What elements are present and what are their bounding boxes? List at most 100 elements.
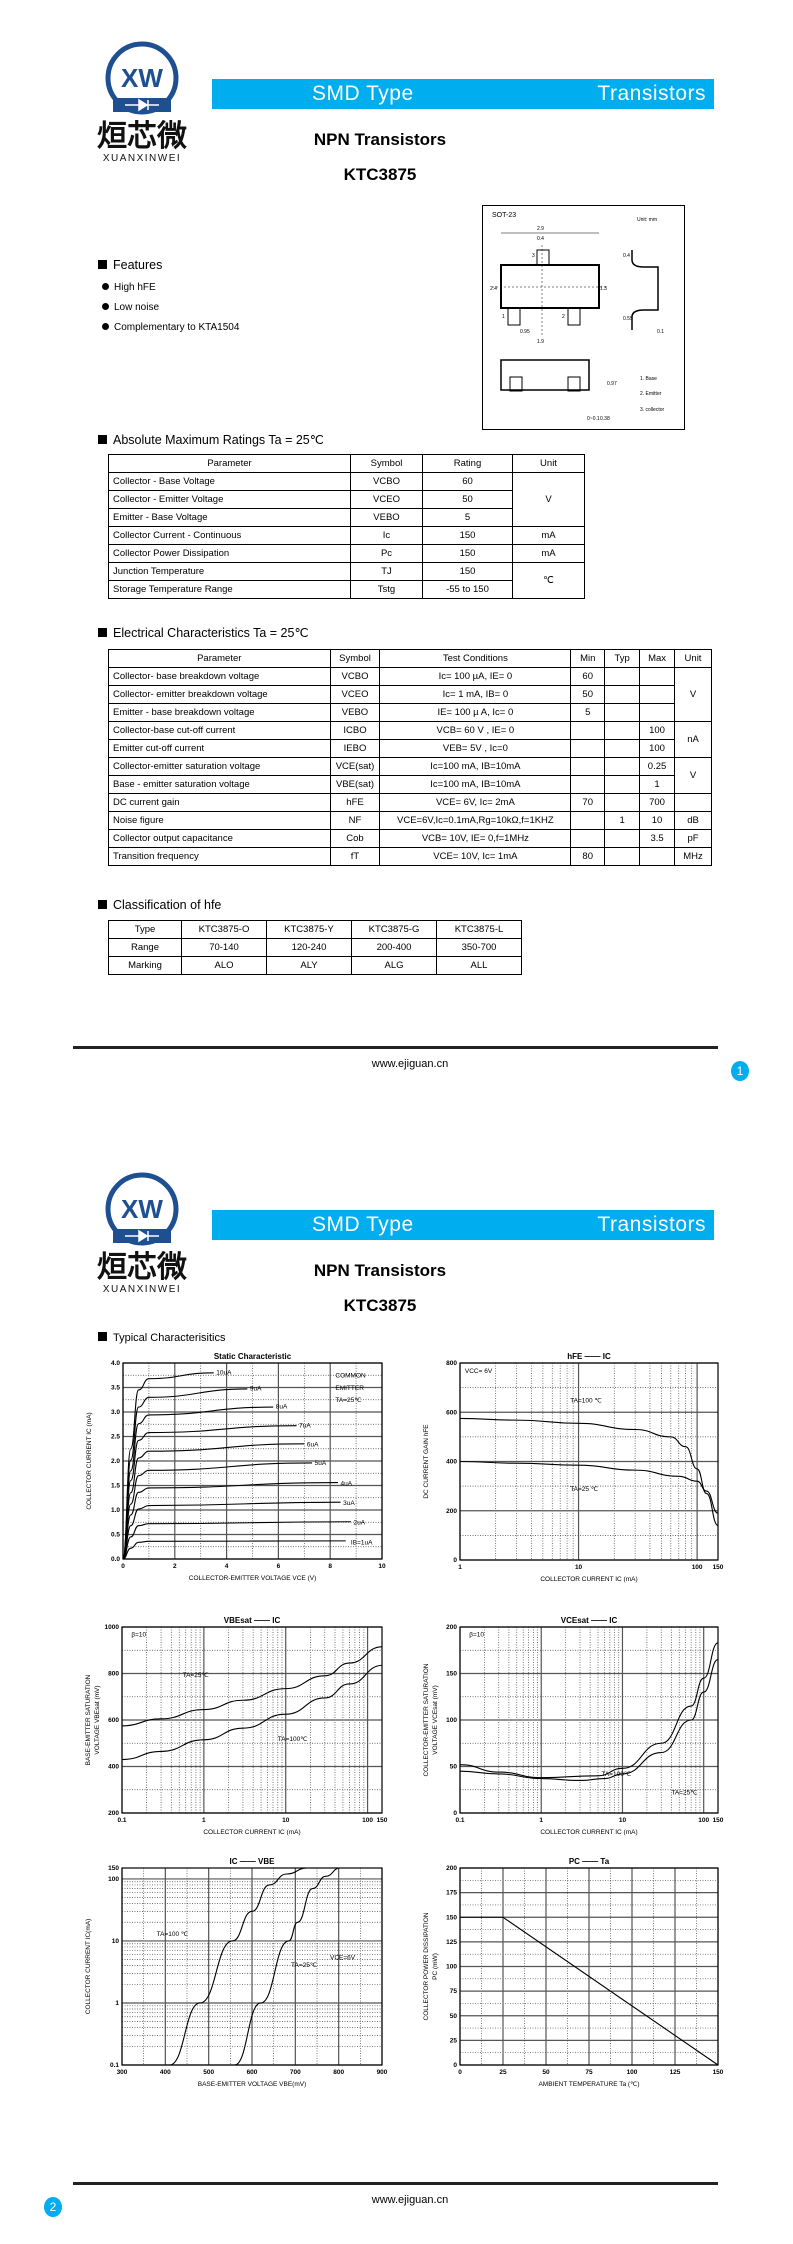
feature-item: High hFE xyxy=(102,282,156,293)
y-tick-label: 125 xyxy=(446,1939,457,1946)
x-tick-label: 10 xyxy=(282,1817,290,1824)
y-tick-label: 3.0 xyxy=(111,1409,120,1416)
series-line xyxy=(122,1540,346,1560)
series-label: 4uA xyxy=(341,1481,353,1488)
chart-annotation: VCC= 6V xyxy=(465,1368,493,1375)
x-tick-label: 10 xyxy=(575,1564,583,1571)
x-tick-label: 1 xyxy=(539,1817,543,1824)
header-right: Transistors xyxy=(597,82,706,105)
series-label: TA=100℃ xyxy=(278,1736,308,1743)
chart-5: 300 400 500 600 700 800 900 0.1 1 10 100 150 IC —— V… xyxy=(85,1857,388,2088)
header-right: Transistors xyxy=(597,1213,706,1236)
y-tick-label: 150 xyxy=(446,1671,457,1678)
unit-cell: V xyxy=(674,757,712,794)
square-bullet-icon xyxy=(98,900,107,909)
table-row: Emitter - Base Voltage VEBO 5 xyxy=(108,508,585,527)
chart-title: VBEsat —— IC xyxy=(224,1616,281,1625)
plot-frame xyxy=(122,1362,383,1560)
logo-latin: XUANXINWEI xyxy=(103,153,181,164)
page-number-badge: 1 xyxy=(731,1061,749,1081)
series-label: 8uA xyxy=(276,1404,288,1411)
bullet-icon xyxy=(102,323,109,330)
y-tick-label: 0.0 xyxy=(111,1556,120,1563)
svg-text:Unit: mm: Unit: mm xyxy=(637,217,657,223)
series-line xyxy=(122,1501,341,1560)
footer-divider xyxy=(73,1046,718,1049)
svg-text:0.1: 0.1 xyxy=(657,329,664,335)
x-tick-label: 700 xyxy=(290,2069,301,2076)
square-bullet-icon xyxy=(98,1332,107,1341)
series-label: 6uA xyxy=(307,1441,319,1448)
series-label: 3uA xyxy=(343,1500,355,1507)
series-line xyxy=(122,1462,313,1560)
logo-chinese: 烜芯微 xyxy=(97,120,187,153)
footer-url[interactable]: www.ejiguan.cn xyxy=(371,2194,449,2206)
y-tick-label: 600 xyxy=(446,1409,457,1416)
svg-text:0.4: 0.4 xyxy=(537,236,544,242)
square-bullet-icon xyxy=(98,435,107,444)
feature-item: Low noise xyxy=(102,302,159,313)
x-axis-label: COLLECTOR CURRENT IC (mA) xyxy=(203,1829,300,1836)
series-label: TA=100℃ xyxy=(601,1771,631,1778)
package-drawing: SOT-23 Unit: mm 2.9 0.4 2.4 1.3 0.95 1.9… xyxy=(482,205,685,430)
x-tick-label: 0 xyxy=(121,1563,125,1570)
table-row: Marking ALO ALY ALG ALL xyxy=(108,956,522,975)
y-tick-label: 1.0 xyxy=(111,1507,120,1514)
y-tick-label: 400 xyxy=(108,1764,119,1771)
page-number-badge: 2 xyxy=(44,2197,62,2217)
y-tick-label: 100 xyxy=(108,1876,119,1883)
logo-letters: XW xyxy=(121,1194,163,1224)
part-number: KTC3875 xyxy=(343,165,417,184)
series-line xyxy=(122,1521,351,1560)
chart-title: PC —— Ta xyxy=(569,1857,610,1866)
footer-url[interactable]: www.ejiguan.cn xyxy=(371,1058,449,1070)
series-line xyxy=(459,1659,719,1782)
y-tick-label: 100 xyxy=(446,1964,457,1971)
y-tick-label: 150 xyxy=(108,1865,119,1872)
chart-4: 0.1 1 10 100 150 0 50 100 150 200 VCEsat —— IC COLL… xyxy=(423,1616,724,1836)
series-line xyxy=(122,1482,338,1560)
y-tick-label: 175 xyxy=(446,1890,457,1897)
y-tick-label: 50 xyxy=(450,2013,458,2020)
x-axis-label: COLLECTOR CURRENT IC (mA) xyxy=(540,1829,637,1836)
table-row: Collector-emitter saturation voltage VCE(… xyxy=(108,757,712,794)
series-line xyxy=(459,1460,719,1514)
x-tick-label: 150 xyxy=(713,1817,724,1824)
svg-text:2. Emitter: 2. Emitter xyxy=(640,391,662,397)
unit-cell: nA xyxy=(674,721,712,758)
series-label: TA=100 ℃ xyxy=(157,1931,189,1938)
plot-frame xyxy=(459,1626,719,1814)
table-row: Noise figure NF VCE=6V,Ic=0.1mA,Rg=10kΩ,f=… xyxy=(108,811,712,830)
y-tick-label: 800 xyxy=(446,1360,457,1367)
series-line xyxy=(121,1664,383,1761)
series-label: 7uA xyxy=(299,1423,311,1430)
x-axis-label: BASE-EMITTER VOLTAGE VBE(mV) xyxy=(198,2081,306,2088)
series-line xyxy=(122,1406,274,1560)
x-tick-label: 900 xyxy=(377,2069,388,2076)
x-tick-label: 1 xyxy=(458,1564,462,1571)
svg-text:3. collector: 3. collector xyxy=(640,407,665,413)
elec-table: Parameter Symbol Test Conditions Min Typ Max U… xyxy=(108,649,712,866)
header-left: SMD Type xyxy=(312,1213,414,1236)
x-tick-label: 10 xyxy=(619,1817,627,1824)
logo-letters: XW xyxy=(121,63,163,93)
y-tick-label: 200 xyxy=(446,1865,457,1872)
x-tick-label: 800 xyxy=(333,2069,344,2076)
table-row: Collector- emitter breakdown voltage VCEO… xyxy=(108,685,712,704)
svg-text:0.97: 0.97 xyxy=(607,381,617,387)
series-line xyxy=(460,1916,719,2066)
y-tick-label: 0.1 xyxy=(110,2062,119,2069)
series-line xyxy=(459,1642,719,1779)
svg-text:2.4: 2.4 xyxy=(490,286,497,292)
svg-text:0.38: 0.38 xyxy=(600,416,610,422)
svg-text:1.9: 1.9 xyxy=(537,339,544,345)
x-tick-label: 150 xyxy=(713,1564,724,1571)
logo-chinese: 烜芯微 xyxy=(97,1251,187,1284)
svg-text:1. Base: 1. Base xyxy=(640,376,657,382)
feature-item: Complementary to KTA1504 xyxy=(102,322,239,333)
abs-max-heading: Absolute Maximum Ratings Ta = 25℃ xyxy=(98,432,324,447)
plot-frame xyxy=(459,1867,719,2066)
chart-title: VCEsat —— IC xyxy=(561,1616,618,1625)
header-left: SMD Type xyxy=(312,82,414,105)
table-row: Collector-base cut-off current ICBO VCB= 6… xyxy=(108,721,712,758)
